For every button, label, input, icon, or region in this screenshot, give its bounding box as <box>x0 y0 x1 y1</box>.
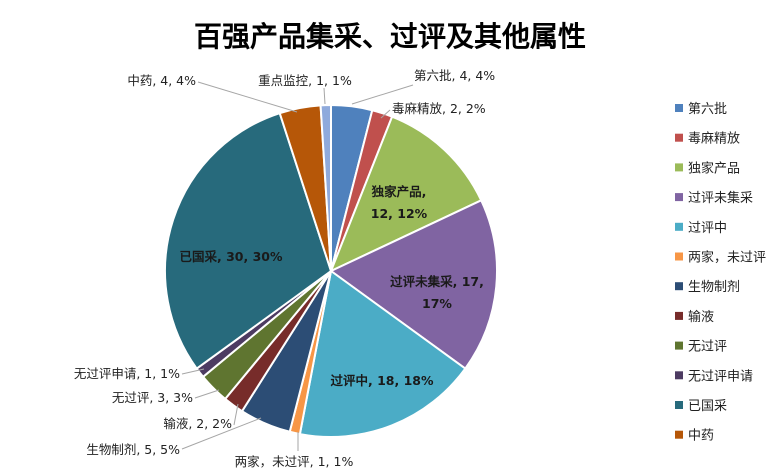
pie-slices <box>163 103 498 439</box>
data-label: 中药, 4, 4% <box>127 73 196 88</box>
legend-swatch <box>675 163 683 172</box>
data-label: 过评未集采, 17, 17% <box>390 274 484 311</box>
legend-swatch <box>675 222 683 231</box>
legend-swatch <box>675 193 683 202</box>
data-label: 无过评申请, 1, 1% <box>74 366 180 381</box>
legend-item: 第六批 <box>675 102 727 117</box>
data-label: 独家产品, 12, 12% <box>371 184 428 221</box>
legend-item: 中药 <box>675 429 714 444</box>
legend-label: 两家，未过评 <box>688 250 766 266</box>
legend-swatch <box>675 252 683 261</box>
leader-line <box>197 81 298 113</box>
legend-label: 过评未集采 <box>688 190 753 206</box>
legend-swatch <box>675 401 683 409</box>
legend-item: 输液 <box>675 309 714 325</box>
legend-swatch <box>675 311 683 320</box>
legend-item: 过评未集采 <box>675 190 753 206</box>
legend-item: 生物制剂 <box>675 280 740 295</box>
leader-line <box>351 84 414 105</box>
chart-title: 百强产品集采、过评及其他属性 <box>194 20 586 53</box>
pie-slice <box>163 111 333 370</box>
legend-label: 第六批 <box>688 102 727 117</box>
legend-swatch <box>675 133 683 142</box>
legend-item: 已国采 <box>675 399 727 414</box>
legend-label: 中药 <box>688 429 714 444</box>
data-label: 无过评, 3, 3% <box>112 390 193 405</box>
legend-label: 过评中 <box>688 221 727 236</box>
leader-line <box>233 403 239 426</box>
legend-swatch <box>675 282 683 291</box>
pie-slice <box>329 115 483 273</box>
legend-swatch <box>675 104 683 112</box>
legend-label: 独家产品 <box>688 160 740 176</box>
data-label: 输液, 2, 2% <box>163 416 232 431</box>
pie-slice <box>298 269 467 439</box>
legend-label: 无过评申请 <box>688 369 753 384</box>
legend-item: 无过评 <box>675 340 727 355</box>
legend-item: 毒麻精放 <box>675 132 740 147</box>
legend-label: 已国采 <box>688 399 727 414</box>
legend-label: 生物制剂 <box>688 280 740 295</box>
pie-slice <box>329 198 498 370</box>
legend-swatch <box>675 430 683 439</box>
legend-item: 过评中 <box>675 221 727 236</box>
legend-item: 独家产品 <box>675 160 740 176</box>
legend-label: 无过评 <box>688 340 727 355</box>
legend: 第六批毒麻精放独家产品过评未集采过评中两家，未过评生物制剂输液无过评无过评申请已… <box>675 102 766 444</box>
leader-line <box>181 417 262 450</box>
leader-line <box>323 87 326 105</box>
leader-line <box>380 109 391 119</box>
data-labels: 第六批, 4, 4% 毒麻精放, 2, 2% 独家产品, 12, 12% 过评未集采, … <box>74 68 495 469</box>
legend-label: 毒麻精放 <box>688 132 740 147</box>
data-label: 过评中, 18, 18% <box>330 373 433 388</box>
data-label: 生物制剂, 5, 5% <box>86 442 180 457</box>
legend-swatch <box>675 371 683 380</box>
data-label: 毒麻精放, 2, 2% <box>392 101 486 116</box>
legend-swatch <box>675 341 683 350</box>
leader-lines <box>181 81 414 451</box>
legend-label: 输液 <box>688 309 714 325</box>
legend-item: 两家，未过评 <box>675 250 766 266</box>
legend-item: 无过评申请 <box>675 369 753 384</box>
data-label: 两家，未过评, 1, 1% <box>235 454 354 469</box>
leader-line <box>181 368 205 375</box>
data-label: 已国采, 30, 30% <box>179 249 282 264</box>
pie-slice <box>319 103 332 272</box>
data-label: 第六批, 4, 4% <box>414 68 495 83</box>
leader-line <box>194 389 220 399</box>
data-label: 重点监控, 1, 1% <box>258 73 352 88</box>
